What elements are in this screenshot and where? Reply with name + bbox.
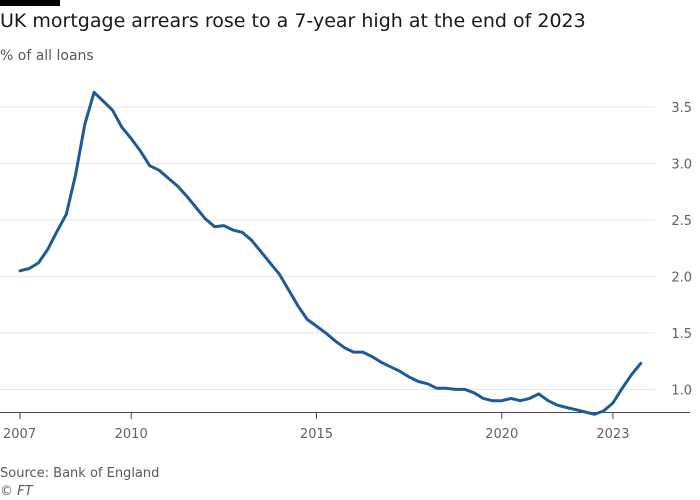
data-point	[380, 361, 383, 364]
data-point	[528, 397, 531, 400]
data-point	[167, 177, 170, 180]
data-point	[611, 402, 614, 405]
data-point	[537, 392, 540, 395]
data-point	[398, 370, 401, 373]
data-point	[185, 195, 188, 198]
data-point	[334, 339, 337, 342]
data-point	[574, 408, 577, 411]
data-point	[602, 409, 605, 412]
data-point	[176, 185, 179, 188]
data-point	[250, 239, 253, 242]
series-layer	[18, 90, 643, 416]
data-point	[639, 362, 642, 365]
y-tick-label: 1.0	[671, 383, 692, 398]
data-point	[139, 150, 142, 153]
data-point	[269, 261, 272, 264]
x-tick-labels: 2007 2010 2015 2020 2023	[3, 412, 629, 442]
data-point	[111, 109, 114, 112]
data-point	[352, 351, 355, 354]
data-point	[565, 406, 568, 409]
data-point	[454, 388, 457, 391]
data-point	[259, 250, 262, 253]
data-point	[120, 126, 123, 129]
data-point	[417, 380, 420, 383]
data-point	[278, 273, 281, 276]
data-point	[482, 397, 485, 400]
x-tick-label: 2023	[596, 427, 629, 442]
data-point	[621, 387, 624, 390]
y-tick-label: 2.5	[671, 214, 692, 229]
data-point	[195, 206, 198, 209]
data-point	[19, 269, 22, 272]
data-point	[491, 399, 494, 402]
data-point	[324, 331, 327, 334]
data-point	[306, 318, 309, 321]
x-tick-label: 2020	[485, 427, 518, 442]
data-point	[408, 376, 411, 379]
source-note: Source: Bank of England	[0, 466, 160, 481]
y-tick-label: 2.0	[671, 270, 692, 285]
y-tick-label: 1.5	[671, 327, 692, 342]
data-point	[65, 213, 68, 216]
chart-subtitle: % of all loans	[0, 48, 94, 64]
brand-bar	[0, 0, 60, 6]
data-point	[519, 399, 522, 402]
data-point	[426, 382, 429, 385]
data-point	[241, 231, 244, 234]
data-point	[46, 248, 49, 251]
data-point	[287, 289, 290, 292]
data-point	[556, 404, 559, 407]
data-point	[500, 399, 503, 402]
data-point	[547, 399, 550, 402]
data-point	[158, 169, 161, 172]
data-point	[371, 355, 374, 358]
y-tick-label: 3.5	[671, 101, 692, 116]
data-point	[389, 365, 392, 368]
data-point	[463, 388, 466, 391]
x-tick-label: 2007	[3, 427, 36, 442]
data-point	[343, 346, 346, 349]
data-point	[630, 373, 633, 376]
grid-lines	[0, 106, 655, 390]
data-point	[315, 325, 318, 328]
y-tick-labels: 1.0 1.5 2.0 2.5 3.0 3.5	[671, 101, 692, 398]
data-point	[37, 261, 40, 264]
y-tick-label: 3.0	[671, 157, 692, 172]
data-point	[204, 217, 207, 220]
data-point	[510, 397, 513, 400]
data-point	[222, 224, 225, 227]
series-line-arrears	[18, 90, 643, 416]
data-point	[435, 387, 438, 390]
data-point	[296, 304, 299, 307]
data-point	[361, 351, 364, 354]
copyright-credit: © FT	[0, 484, 33, 499]
data-point	[213, 225, 216, 228]
data-point	[584, 411, 587, 414]
chart-title: UK mortgage arrears rose to a 7-year hig…	[0, 10, 586, 32]
x-tick-label: 2015	[300, 427, 333, 442]
data-point	[148, 164, 151, 167]
data-point	[593, 413, 596, 416]
data-point	[93, 91, 96, 94]
data-point	[473, 391, 476, 394]
data-point	[83, 122, 86, 125]
data-point	[232, 229, 235, 232]
data-point	[445, 387, 448, 390]
data-point	[130, 137, 133, 140]
data-point	[28, 267, 31, 270]
x-tick-label: 2010	[115, 427, 148, 442]
data-point	[102, 100, 105, 103]
data-point	[74, 173, 77, 176]
data-point	[56, 230, 59, 233]
